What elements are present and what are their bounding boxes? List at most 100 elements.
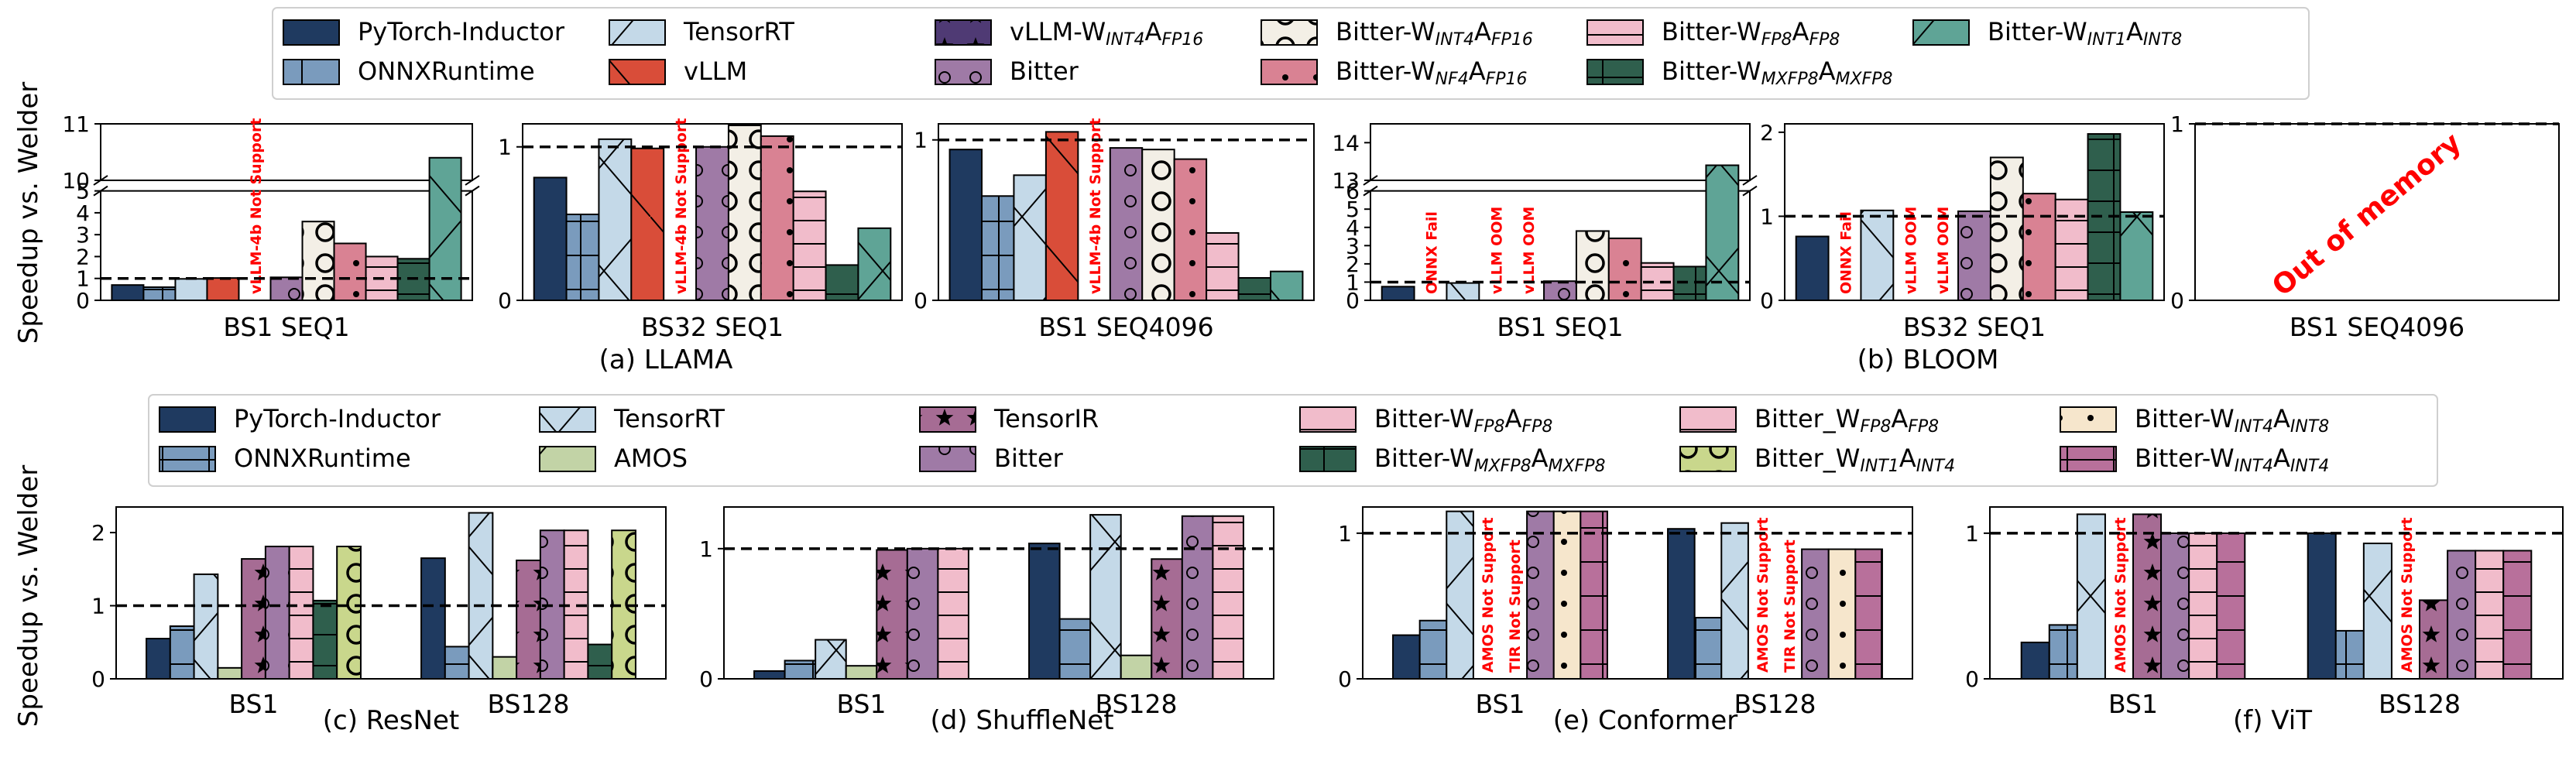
bar-bitter-w-int4a-int4 — [1854, 548, 1883, 680]
bar-tensorrt — [1089, 514, 1122, 680]
y-tick-label: 0 — [1338, 666, 1352, 692]
x-axis-label: BS1 SEQ1 — [1497, 312, 1623, 342]
bar-amos — [845, 665, 878, 680]
annotation-onnx-fail: ONNX Fail — [1838, 211, 1855, 294]
annotation-vllm-4b-not-support: vLLM-4b Not Support — [1087, 118, 1104, 294]
legend-label-bitter-w-int4a-int4: Bitter-WINT4AINT4 — [2135, 444, 2329, 476]
panel-7: 0 1 BS1 BS128 — [699, 506, 1274, 719]
legend-swatch-bitter — [919, 446, 976, 472]
bar-bitter-w-mxfp8a-mxfp8 — [312, 599, 338, 680]
y-tick-label: 0 — [699, 666, 713, 692]
bar-bitter-w-nf4a-fp16 — [760, 135, 794, 301]
bar-onnxruntime — [1058, 618, 1092, 680]
y-tick-label: 0 — [1965, 666, 1979, 692]
bar-bitter-w-int4a-fp16 — [1575, 230, 1610, 301]
bar-pytorch-inductor — [533, 176, 568, 301]
bar-bitter-w-int4a-fp16 — [301, 221, 335, 301]
legend-label-bitter-w-mxfp8a-mxfp8: Bitter-WMXFP8AMXFP8 — [1374, 444, 1605, 476]
bar-pytorch-inductor — [420, 557, 446, 680]
y-tick-label: 1 — [699, 536, 713, 562]
bar-bitter — [1109, 147, 1144, 301]
group-label-conformer: (e) Conformer — [1553, 705, 1738, 736]
y-tick-label: 2 — [1346, 252, 1360, 277]
legend-label-pytorch-inductor: PyTorch-Inductor — [234, 404, 441, 433]
legend-item-bitter-w-int1a-int8: Bitter-WINT1AINT8 — [1912, 17, 2182, 50]
bar-tensorrt — [1720, 522, 1749, 680]
annotation-out-of-memory: Out of memory — [2266, 127, 2467, 303]
legend-item-bitter-w-int4a-fp16: Bitter-WINT4AFP16 — [1261, 17, 1533, 50]
bar-bitter-w-fp8a-fp8 — [2475, 550, 2505, 680]
legend-swatch-amos — [539, 446, 596, 472]
axes-frame — [115, 506, 667, 680]
panel-9: 0 1 AMOS Not Support BS1 AMOS Not Support BS1… — [1965, 506, 2564, 719]
y-tick-label: 1 — [76, 266, 90, 292]
bar-bitter-w-fp8a-fp8 — [1206, 231, 1240, 302]
legendTop-frame — [272, 7, 2310, 100]
y-tick-label: 1 — [1346, 269, 1360, 295]
y-tick-label: 1 — [1338, 521, 1352, 546]
group-label-llama: (a) LLAMA — [599, 344, 733, 375]
bar-onnxruntime — [2048, 624, 2078, 680]
legend-label-amos: AMOS — [614, 444, 688, 473]
y-tick-label: 11 — [62, 111, 90, 137]
legend-swatch-pytorch-inductor — [283, 19, 340, 46]
y-tick-label: 1 — [498, 135, 512, 160]
bar-bitter — [269, 276, 304, 301]
y-tick-label: 1 — [91, 594, 105, 619]
legend-top: PyTorch-Inductor ONNXRuntime TensorRT vLLM v… — [272, 7, 2310, 100]
axes-frame — [1362, 506, 1913, 680]
legend-item-tensorir: TensorIR — [919, 404, 1099, 433]
bar-bitter-w-int1a-int8 — [2119, 211, 2154, 301]
annotation-vllm-oom: vLLM OOM — [1935, 207, 1952, 294]
annotation-onnx-fail: ONNX Fail — [1424, 211, 1441, 294]
bar-tensorrt — [598, 138, 633, 301]
y-tick-label: 1 — [914, 128, 928, 153]
y-tick-label: 10 — [62, 168, 90, 194]
bar-pytorch-inductor — [753, 670, 786, 680]
legend-swatch-tensorrt — [539, 406, 596, 433]
axes-frame — [2194, 123, 2560, 301]
legend-swatch-bitter-w-int1a-int8 — [1912, 19, 1970, 46]
bar-bitter-w-mxfp8a-mxfp8 — [1237, 276, 1272, 301]
legend-swatch-bitter-w-mxfp8a-mxfp8 — [1586, 59, 1644, 85]
legend-item-bitter-w-int4a-int4: Bitter-WINT4AINT4 — [2060, 444, 2329, 476]
legend-item-onnxruntime: ONNXRuntime — [159, 444, 411, 473]
bar-onnxruntime — [169, 625, 195, 680]
bar-onnxruntime — [980, 195, 1015, 301]
annotation-amos-not-support: AMOS Not Support — [1754, 517, 1772, 673]
y-axis-label-top: Speedup vs. Welder — [13, 82, 44, 344]
legend-label-vllm-w-int4a-fp16: vLLM-WINT4AFP16 — [1010, 17, 1203, 50]
axis-break-mark — [1742, 175, 1758, 186]
bar-bitter-w-nf4a-fp16 — [333, 242, 367, 301]
bar-pytorch-inductor — [1381, 286, 1415, 301]
annotation-vllm-4b-not-support: vLLM-4b Not Support — [248, 118, 265, 294]
bar-bitter-w-nf4a-fp16 — [1607, 237, 1642, 301]
legend-label-onnxruntime: ONNXRuntime — [234, 444, 411, 473]
legend-label-bitter-w-int1a-int4: Bitter_WINT1AINT4 — [1754, 444, 1955, 476]
legend-item-bitter: Bitter — [919, 444, 1064, 473]
x-axis-label: BS32 SEQ1 — [641, 312, 784, 342]
bar-bitter — [1526, 510, 1555, 680]
axes-upper — [1370, 123, 1751, 181]
x-tick-label: BS1 — [836, 689, 886, 719]
bar-bitter-w-int1a-int8 — [857, 227, 892, 301]
legend-label-bitter: Bitter — [1010, 57, 1079, 86]
y-tick-label: 2 — [91, 520, 105, 546]
legend-swatch-vllm — [609, 59, 666, 85]
legend-item-amos: AMOS — [539, 444, 688, 473]
bar-bitter — [1957, 210, 1991, 301]
x-axis-label: BS1 SEQ4096 — [2290, 312, 2465, 342]
x-tick-label: BS128 — [1096, 689, 1178, 719]
bar-tensorrt — [1446, 282, 1480, 302]
y-tick-label: 0 — [2170, 288, 2184, 313]
legend-swatch-onnxruntime — [283, 59, 340, 85]
legendBottom-frame — [148, 394, 2438, 487]
legend-label-tensorrt: TensorRT — [683, 17, 794, 46]
bar-onnxruntime — [444, 646, 470, 680]
bar-bitter — [1181, 515, 1214, 680]
legend-label-bitter-w-int1a-int8: Bitter-WINT1AINT8 — [1988, 17, 2182, 50]
bar-bitter-w-fp8a-fp8 — [937, 547, 969, 680]
bar-bitter-w-int1a-int8 — [1270, 270, 1304, 302]
x-axis-label: BS32 SEQ1 — [1903, 312, 2046, 342]
